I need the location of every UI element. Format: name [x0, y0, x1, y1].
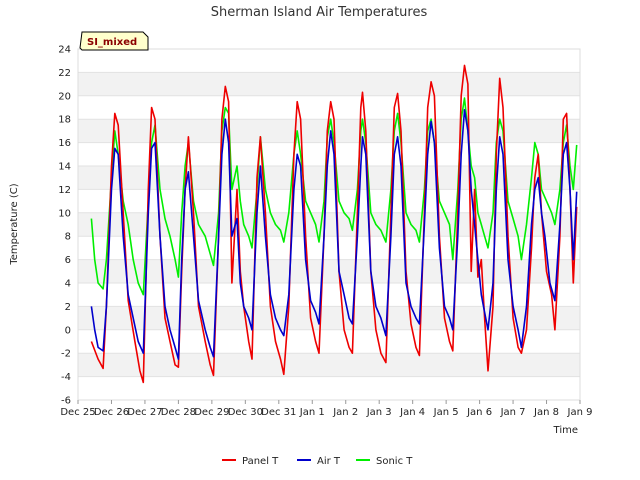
- site-tag: SI_mixed: [79, 31, 149, 51]
- y-tick-label: 4: [65, 279, 71, 290]
- y-tick-label: 6: [65, 255, 71, 266]
- grid-band: [78, 72, 580, 96]
- legend-item-panel-t: Panel T: [222, 456, 279, 467]
- series-lines: [90, 64, 578, 384]
- site-tag-label: SI_mixed: [87, 37, 137, 48]
- y-tick-label: -4: [61, 372, 71, 383]
- x-tick-label: Dec 30: [228, 407, 263, 418]
- x-tick-label: Dec 29: [194, 407, 229, 418]
- y-tick-label: 0: [65, 325, 71, 336]
- y-tick-label: 10: [58, 208, 71, 219]
- x-tick-label: Jan 3: [366, 407, 392, 418]
- grid-band: [78, 353, 580, 377]
- legend-label: Air T: [317, 456, 341, 467]
- y-tick-label: 24: [58, 45, 71, 56]
- x-tick-label: Jan 4: [399, 407, 425, 418]
- grid-band: [78, 259, 580, 283]
- y-tick-label: 20: [58, 91, 71, 102]
- site-tag-box: [79, 31, 149, 51]
- y-tick-label: 14: [58, 162, 71, 173]
- grid-band: [78, 306, 580, 330]
- grid-band: [78, 212, 580, 237]
- x-tick-label: Dec 27: [127, 407, 162, 418]
- series-line-air-t: [90, 109, 578, 360]
- y-tick-label: 8: [65, 232, 71, 243]
- legend-item-air-t: Air T: [297, 456, 341, 467]
- y-tick-label: 2: [65, 302, 71, 313]
- y-tick-label: 22: [58, 68, 71, 79]
- chart-title: Sherman Island Air Temperatures: [211, 5, 428, 20]
- x-tick-label: Dec 31: [261, 407, 296, 418]
- x-tick-label: Jan 6: [466, 407, 492, 418]
- legend-label: Sonic T: [376, 456, 413, 467]
- grid-band: [78, 166, 580, 190]
- y-tick-label: 16: [58, 138, 71, 149]
- x-axis-label: Time: [553, 425, 578, 436]
- y-tick-label: 18: [58, 115, 71, 126]
- x-tick-label: Jan 2: [332, 407, 358, 418]
- x-tick-label: Jan 5: [433, 407, 459, 418]
- x-tick-label: Jan 1: [299, 407, 325, 418]
- y-tick-label: -6: [61, 396, 71, 407]
- legend: Panel T Air T Sonic T: [222, 456, 413, 467]
- x-tick-label: Jan 9: [567, 407, 593, 418]
- x-tick-label: Jan 8: [533, 407, 559, 418]
- x-tick-label: Dec 25: [60, 407, 95, 418]
- legend-label: Panel T: [242, 456, 279, 467]
- y-tick-label: -2: [61, 349, 71, 360]
- x-tick-label: Dec 28: [161, 407, 196, 418]
- y-tick-label: 12: [58, 185, 71, 196]
- x-tick-label: Jan 7: [500, 407, 526, 418]
- plot-frame: [77, 48, 581, 401]
- x-tick-label: Dec 26: [94, 407, 129, 418]
- legend-item-sonic-t: Sonic T: [356, 456, 413, 467]
- y-axis-label: Temperature (C): [9, 183, 20, 265]
